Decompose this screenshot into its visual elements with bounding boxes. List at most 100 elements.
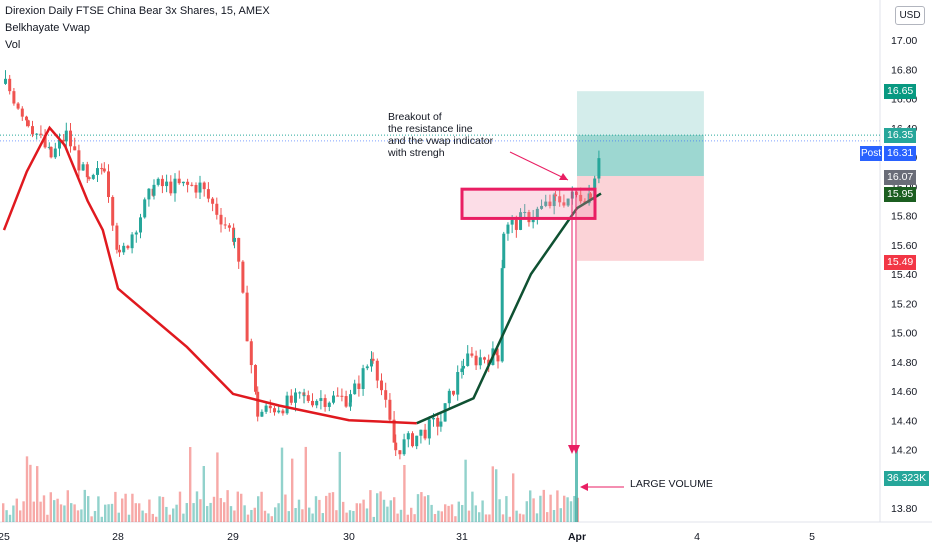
volume-bar (308, 507, 311, 522)
volume-bar (563, 495, 566, 522)
candle-body (460, 368, 464, 373)
candle-body (206, 189, 210, 199)
candle-body (160, 178, 164, 187)
volume-bar (352, 510, 355, 522)
volume-bar (178, 491, 182, 522)
candle-body (194, 185, 198, 193)
candle-body (496, 355, 500, 362)
candle-body (202, 182, 206, 190)
volume-bar (209, 502, 212, 522)
y-tick-label: 15.40 (891, 269, 917, 281)
volume-bar (508, 516, 511, 522)
candle-body (380, 380, 383, 391)
candle-body (474, 355, 478, 366)
candle-body (336, 395, 340, 397)
breakout-arrow (509, 151, 569, 181)
volume-bar (49, 492, 52, 522)
volume-bar (444, 504, 447, 522)
volume-bar (42, 495, 46, 522)
candle-body (327, 402, 331, 407)
candle-body (122, 245, 126, 253)
volume-bar (484, 514, 488, 522)
candle-body (415, 435, 419, 447)
volume-bar (97, 496, 100, 522)
candle-body (495, 348, 499, 356)
candle-body (237, 237, 241, 262)
volume-bar (338, 451, 341, 522)
candle-body (215, 203, 219, 215)
candle-body (406, 433, 410, 440)
candle-body (43, 134, 47, 148)
candle-body (143, 199, 147, 218)
candle-body (16, 103, 20, 109)
volume-bar (355, 503, 358, 522)
candle-body (165, 181, 169, 187)
indicator-volume-label[interactable]: Vol (5, 39, 21, 51)
volume-bar (505, 496, 508, 522)
volume-bar (525, 501, 528, 522)
candle-body (198, 182, 202, 193)
volume-bar (161, 496, 165, 522)
candle-body (241, 261, 245, 293)
candle-body (579, 194, 583, 202)
volume-bar (263, 510, 267, 522)
candle-body (371, 358, 375, 361)
volume-bar (195, 491, 199, 522)
symbol-title: Direxion Daily FTSE China Bear 3x Shares… (5, 5, 270, 17)
volume-bar (216, 452, 219, 522)
volume-bar (450, 504, 454, 522)
volume-bar (236, 491, 239, 522)
candle-body (126, 245, 130, 249)
candle-body (147, 188, 151, 200)
candle-body (12, 91, 16, 104)
volume-bar (250, 509, 253, 522)
volume-bar (206, 506, 209, 522)
volume-bar (131, 493, 134, 522)
volume-bar (56, 498, 59, 522)
y-tick-label: 17.00 (891, 35, 917, 47)
volume-bar (447, 505, 450, 522)
candle-body (361, 368, 365, 389)
volume-bar (481, 500, 484, 522)
candle-body (478, 357, 482, 366)
volume-bar (321, 513, 324, 522)
volume-bar (223, 502, 226, 522)
candle-body (87, 177, 91, 179)
volume-bar (542, 489, 545, 522)
candle-body (25, 116, 28, 121)
volume-bar (501, 514, 505, 522)
candle-body (506, 224, 510, 234)
indicator-vwap-label[interactable]: Belkhayate Vwap (5, 22, 90, 34)
volume-bar (416, 494, 420, 522)
candle-body (47, 146, 51, 148)
volume-bar (498, 499, 501, 522)
volume-bar (80, 509, 83, 522)
volume-bar (314, 496, 318, 522)
volume-bar (121, 498, 124, 522)
volume-bar (267, 513, 270, 522)
candle-body (268, 405, 272, 409)
candle-body (540, 205, 544, 209)
candle-body (139, 217, 142, 233)
volume-bar (189, 447, 192, 522)
volume-bar (318, 499, 321, 522)
volume-bar (365, 508, 369, 522)
volume-bar (19, 510, 22, 522)
candle-body (4, 78, 7, 84)
candle-body (548, 201, 552, 207)
annotation-line: with strengh (388, 147, 445, 159)
volume-bar (110, 503, 114, 522)
target-zone (577, 91, 704, 136)
y-tick-label: 15.60 (891, 240, 917, 252)
volume-bar (420, 492, 423, 522)
candle-body (227, 225, 231, 228)
volume-bar (87, 496, 90, 522)
volume-bar (36, 466, 39, 522)
volume-bar (270, 516, 273, 522)
currency-button[interactable]: USD (895, 6, 925, 25)
candle-body (443, 403, 447, 422)
volume-bar (25, 456, 29, 522)
volume-bar (158, 496, 161, 522)
candle-body (456, 372, 460, 395)
